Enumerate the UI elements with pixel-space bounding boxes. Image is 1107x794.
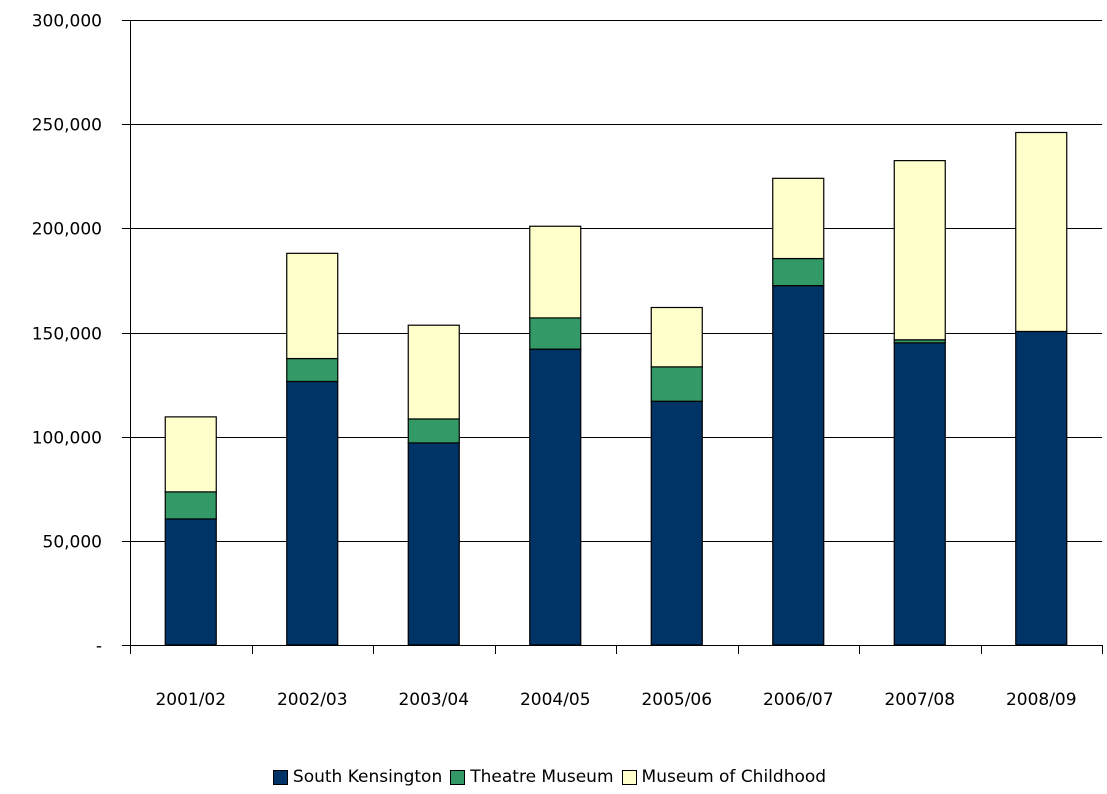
y-tick-label: 250,000 (32, 116, 102, 136)
legend-swatch (621, 769, 637, 785)
x-tick-label: 2008/09 (1006, 690, 1077, 710)
bar-segment-south-kensington (1015, 330, 1068, 646)
stacked-bar-chart: - 50,000 100,000 150,000 200,000 250,000 300,0… (32, 12, 1103, 710)
x-tick-label: 2001/02 (155, 690, 226, 710)
y-tick-label: 200,000 (32, 220, 102, 240)
x-tick-label: 2004/05 (520, 690, 591, 710)
y-tick-label: 150,000 (32, 325, 102, 345)
y-tick-label: 50,000 (43, 533, 102, 553)
bar-segment-museum-of-childhood (893, 160, 946, 341)
bar-segment-theatre-museum (529, 317, 582, 350)
legend-item: Theatre Museum (450, 767, 614, 787)
x-tick-label: 2006/07 (763, 690, 834, 710)
legend-label: Theatre Museum (470, 767, 614, 787)
x-tick-label: 2005/06 (641, 690, 712, 710)
y-tick-label: - (96, 637, 102, 657)
bar-segment-south-kensington (893, 342, 946, 646)
bar-segment-museum-of-childhood (1015, 131, 1068, 333)
bar-segment-museum-of-childhood (164, 416, 217, 493)
legend-label: South Kensington (292, 767, 443, 787)
legend-swatch (272, 769, 288, 785)
y-tick-label: 300,000 (32, 12, 102, 32)
bar-segment-south-kensington (772, 285, 825, 646)
bar-segment-south-kensington (407, 442, 460, 646)
legend-item: South Kensington (272, 767, 443, 787)
bar-segment-south-kensington (650, 400, 703, 646)
legend-label: Museum of Childhood (641, 767, 827, 787)
bar-segment-museum-of-childhood (407, 324, 460, 420)
bar-segment-south-kensington (286, 380, 339, 646)
bar-segment-south-kensington (164, 518, 217, 646)
bar-segment-theatre-museum (164, 491, 217, 520)
bar-segment-theatre-museum (650, 366, 703, 402)
legend-swatch (450, 769, 466, 785)
legend: South Kensington Theatre Museum Museum of … (0, 763, 1107, 791)
x-tick-label: 2007/08 (884, 690, 955, 710)
x-tick-label: 2003/04 (398, 690, 469, 710)
bar-segment-theatre-museum (772, 257, 825, 287)
bar-segment-south-kensington (529, 348, 582, 646)
bar-segment-theatre-museum (407, 418, 460, 444)
y-tick-label: 100,000 (32, 429, 102, 449)
bar-segment-museum-of-childhood (772, 177, 825, 260)
bar-segment-museum-of-childhood (650, 306, 703, 368)
bar-segment-museum-of-childhood (286, 252, 339, 360)
bar-segment-museum-of-childhood (529, 225, 582, 319)
bar-segment-theatre-museum (286, 357, 339, 383)
x-tick-label: 2002/03 (277, 690, 348, 710)
legend-item: Museum of Childhood (621, 767, 827, 787)
